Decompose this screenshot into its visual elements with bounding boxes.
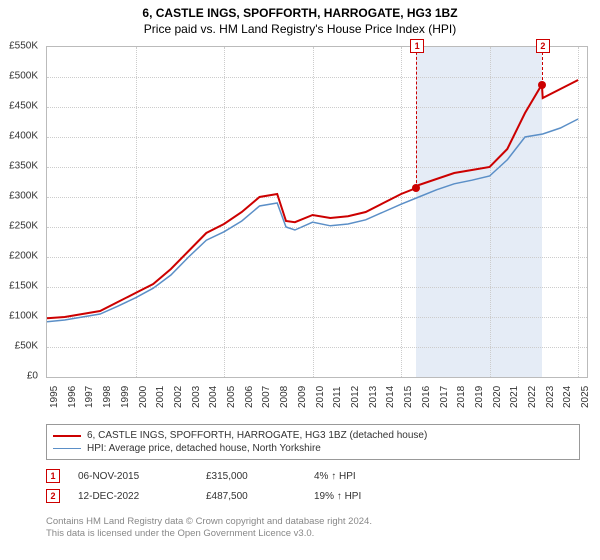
sale-price: £487,500 [206, 491, 296, 502]
x-axis-label: 2012 [350, 386, 361, 408]
x-axis-label: 2023 [545, 386, 556, 408]
chart-title: 6, CASTLE INGS, SPOFFORTH, HARROGATE, HG… [0, 0, 600, 20]
plot-background: 12 [46, 46, 588, 378]
y-axis-label: £0 [0, 371, 38, 382]
x-axis-label: 2015 [403, 386, 414, 408]
sale-date: 06-NOV-2015 [78, 471, 188, 482]
x-axis-label: 1995 [49, 386, 60, 408]
marker-dot [412, 184, 420, 192]
sale-row: 1 06-NOV-2015 £315,000 4% ↑ HPI [46, 466, 580, 486]
y-axis-label: £450K [0, 101, 38, 112]
y-axis-label: £500K [0, 71, 38, 82]
x-axis-label: 2004 [208, 386, 219, 408]
x-axis-label: 2011 [332, 386, 343, 408]
x-axis-label: 2009 [297, 386, 308, 408]
x-axis-label: 1999 [120, 386, 131, 408]
sale-marker: 1 [46, 469, 60, 483]
legend-item: 6, CASTLE INGS, SPOFFORTH, HARROGATE, HG… [53, 429, 573, 442]
series-property [47, 80, 578, 318]
marker-dot [538, 81, 546, 89]
sale-date: 12-DEC-2022 [78, 491, 188, 502]
y-axis-label: £200K [0, 251, 38, 262]
x-axis-label: 2020 [492, 386, 503, 408]
marker-label: 1 [410, 39, 424, 53]
legend-label: HPI: Average price, detached house, Nort… [87, 443, 321, 454]
sale-price: £315,000 [206, 471, 296, 482]
x-axis-label: 2013 [368, 386, 379, 408]
x-axis-label: 2019 [474, 386, 485, 408]
x-axis-label: 2007 [261, 386, 272, 408]
x-axis-label: 2008 [279, 386, 290, 408]
line-chart-svg [47, 47, 587, 377]
x-axis-label: 2001 [155, 386, 166, 408]
y-axis-label: £150K [0, 281, 38, 292]
x-axis-label: 2025 [580, 386, 591, 408]
x-axis-label: 2005 [226, 386, 237, 408]
sales-table: 1 06-NOV-2015 £315,000 4% ↑ HPI 2 12-DEC-2022… [46, 466, 580, 506]
x-axis-label: 2016 [421, 386, 432, 408]
y-axis-label: £300K [0, 191, 38, 202]
y-axis-label: £350K [0, 161, 38, 172]
legend-label: 6, CASTLE INGS, SPOFFORTH, HARROGATE, HG… [87, 430, 427, 441]
chart-subtitle: Price paid vs. HM Land Registry's House … [0, 20, 600, 36]
x-axis-label: 2010 [315, 386, 326, 408]
sale-pct: 19% ↑ HPI [314, 491, 424, 502]
x-axis-label: 2024 [562, 386, 573, 408]
x-axis-label: 2022 [527, 386, 538, 408]
x-axis-label: 2006 [244, 386, 255, 408]
sale-pct: 4% ↑ HPI [314, 471, 424, 482]
x-axis-label: 2018 [456, 386, 467, 408]
y-axis-label: £550K [0, 41, 38, 52]
footer-line-2: This data is licensed under the Open Gov… [46, 528, 580, 540]
legend: 6, CASTLE INGS, SPOFFORTH, HARROGATE, HG… [46, 424, 580, 460]
legend-item: HPI: Average price, detached house, Nort… [53, 442, 573, 455]
legend-swatch [53, 448, 81, 449]
marker-guideline [416, 47, 417, 188]
chart-area: 12 £0£50K£100K£150K£200K£250K£300K£350K£… [46, 46, 586, 416]
x-axis-label: 2003 [191, 386, 202, 408]
y-axis-label: £250K [0, 221, 38, 232]
x-axis-label: 2017 [439, 386, 450, 408]
sale-row: 2 12-DEC-2022 £487,500 19% ↑ HPI [46, 486, 580, 506]
sale-marker: 2 [46, 489, 60, 503]
x-axis-label: 1997 [84, 386, 95, 408]
series-hpi [47, 119, 578, 322]
x-axis-label: 2021 [509, 386, 520, 408]
x-axis-label: 2002 [173, 386, 184, 408]
marker-label: 2 [536, 39, 550, 53]
y-axis-label: £50K [0, 341, 38, 352]
footer-line-1: Contains HM Land Registry data © Crown c… [46, 516, 580, 528]
x-axis-label: 2014 [385, 386, 396, 408]
footer: Contains HM Land Registry data © Crown c… [46, 516, 580, 541]
chart-container: 6, CASTLE INGS, SPOFFORTH, HARROGATE, HG… [0, 0, 600, 560]
x-axis-label: 1998 [102, 386, 113, 408]
legend-swatch [53, 435, 81, 437]
y-axis-label: £400K [0, 131, 38, 142]
x-axis-label: 2000 [138, 386, 149, 408]
x-axis-label: 1996 [67, 386, 78, 408]
y-axis-label: £100K [0, 311, 38, 322]
